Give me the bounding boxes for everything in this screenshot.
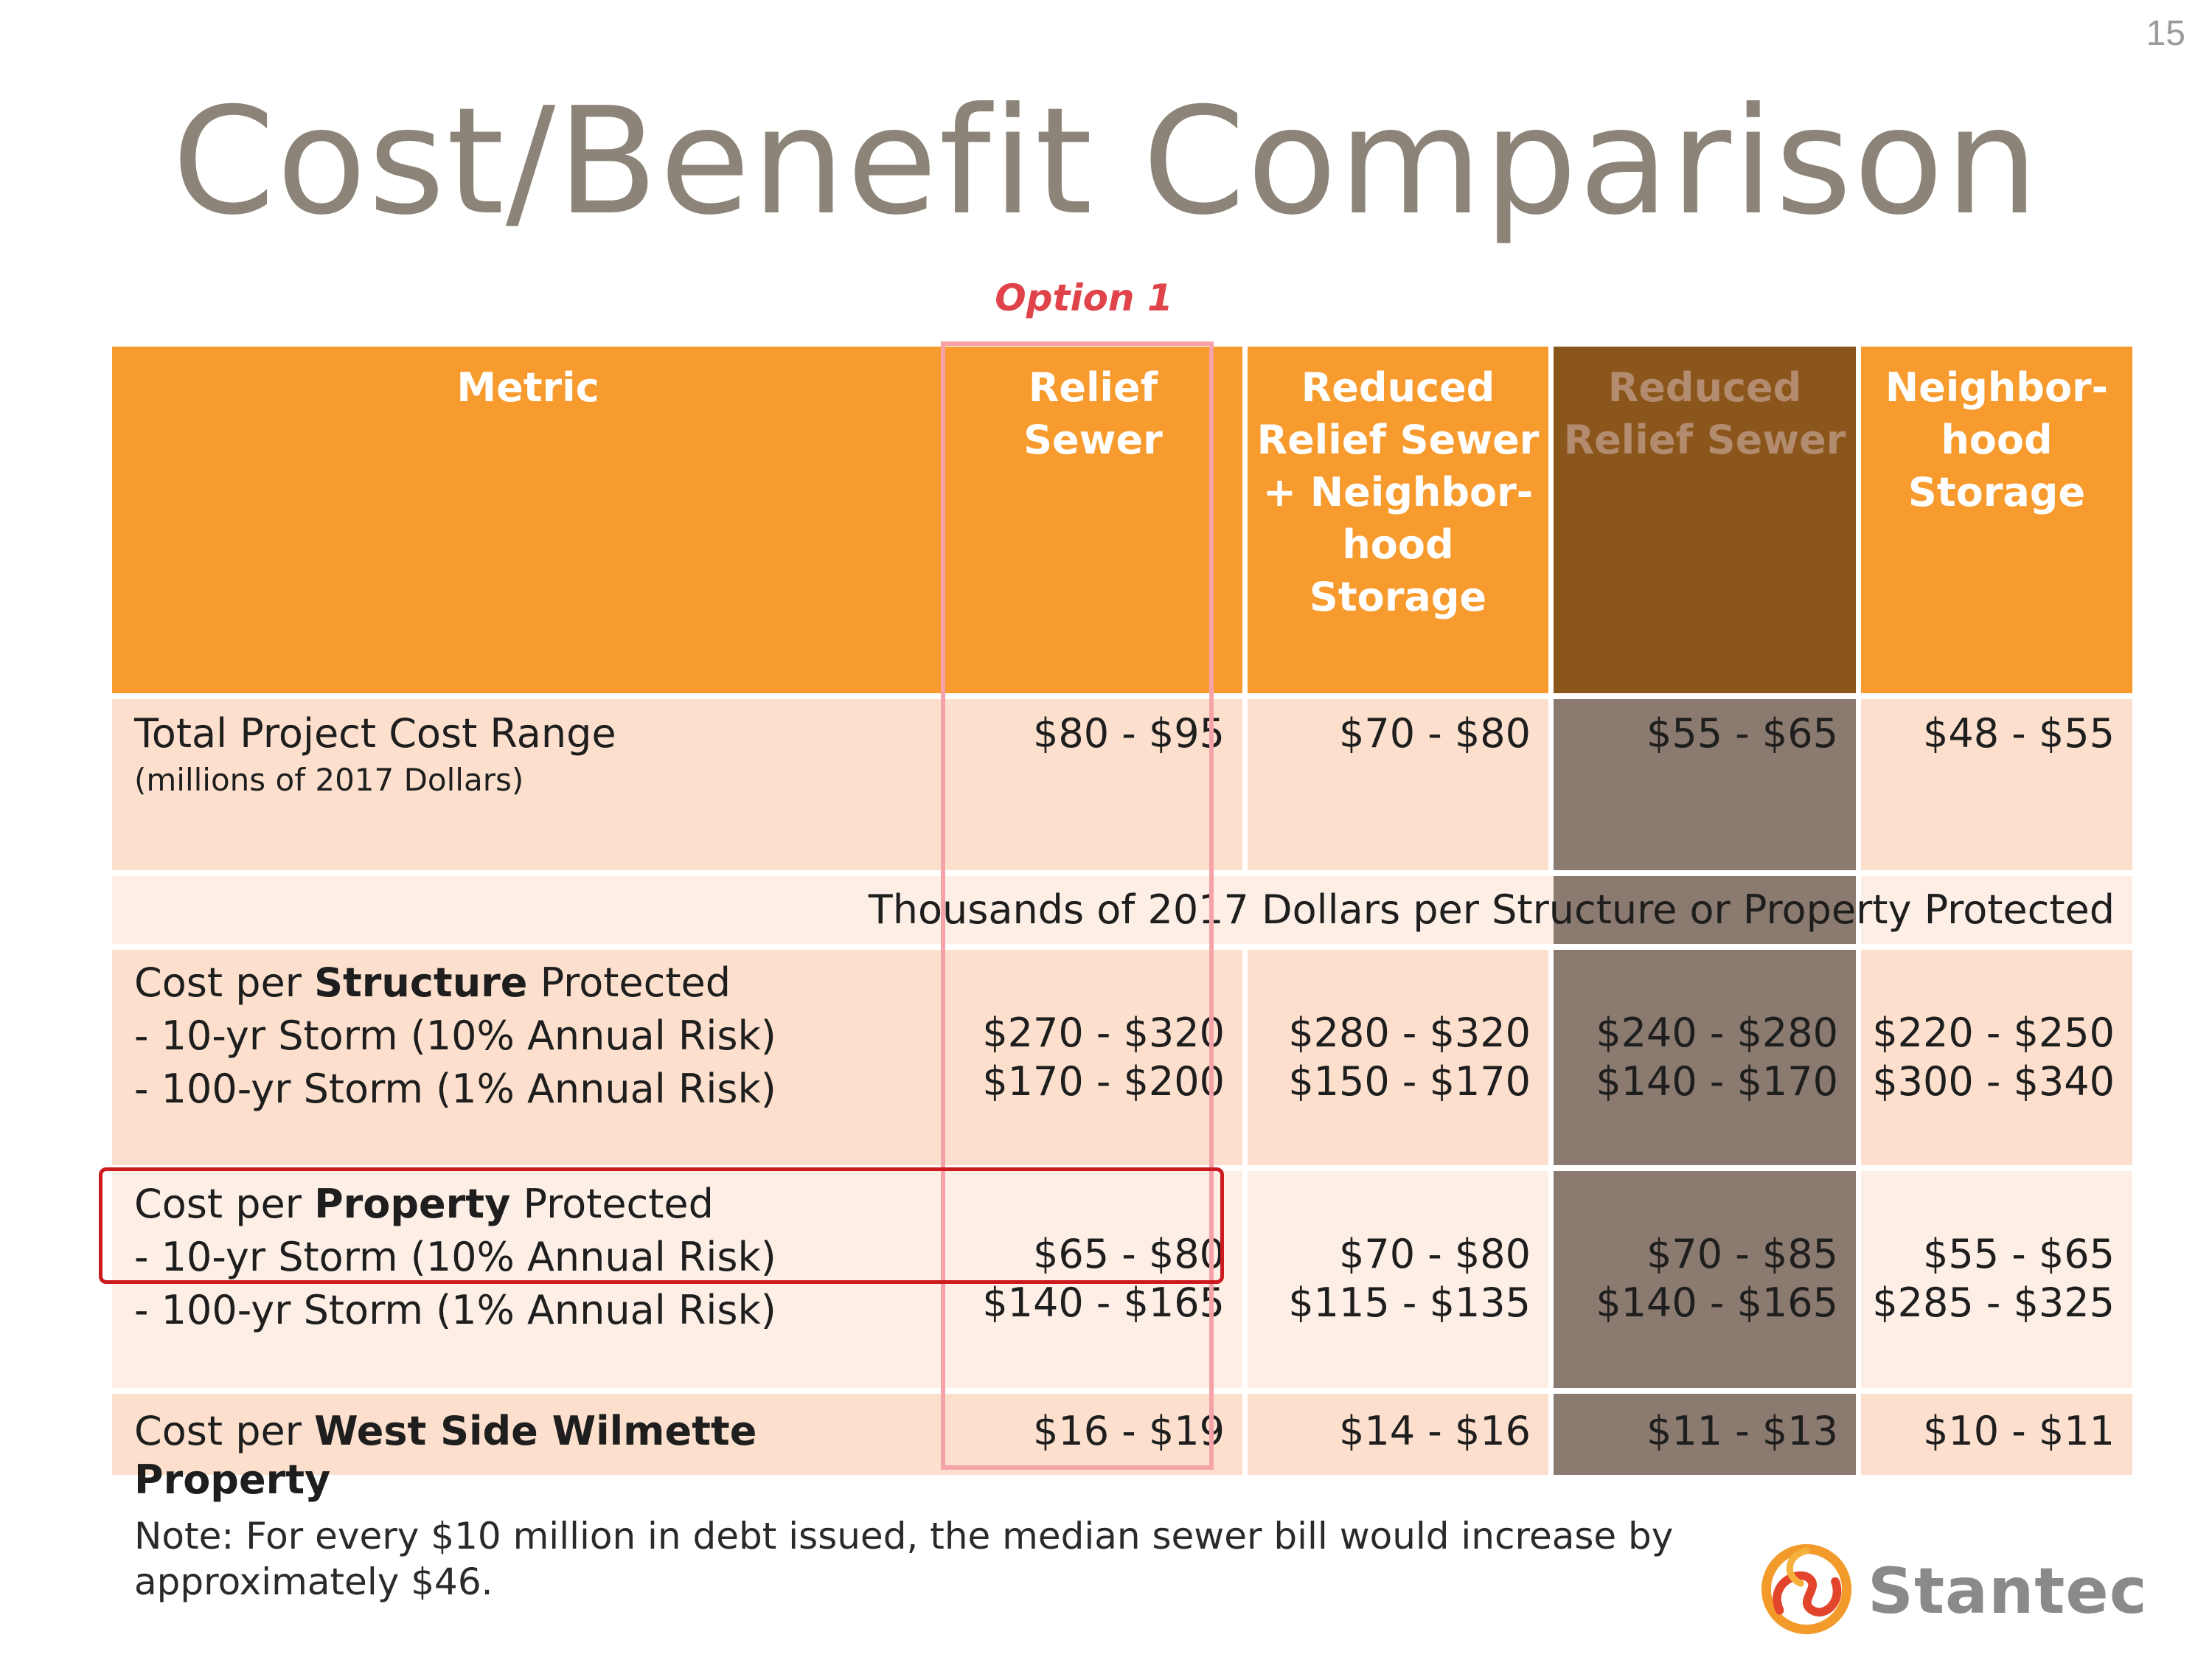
label-suffix: Protected	[527, 959, 731, 1006]
value-10yr: $220 - $250	[1872, 1010, 2115, 1056]
west-side-value: $16 - $19	[944, 1394, 1242, 1475]
header-line: Neighbor-	[1885, 364, 2109, 411]
structure-values: $270 - $320 $170 - $200	[944, 950, 1242, 1165]
label-bold: Structure	[314, 959, 528, 1006]
property-values: $65 - $80 $140 - $165	[944, 1171, 1242, 1388]
footnote-line: approximately $46.	[134, 1560, 493, 1603]
value-100yr: $115 - $135	[1288, 1279, 1531, 1326]
label-prefix: Cost per	[134, 959, 315, 1006]
total-cost-label: Total Project Cost Range (millions of 20…	[112, 699, 944, 870]
header-line: Storage	[1309, 574, 1487, 620]
total-cost-value: $70 - $80	[1248, 699, 1548, 870]
structure-10yr-label: - 10-yr Storm (10% Annual Risk)	[134, 1013, 776, 1059]
total-cost-sublabel: (millions of 2017 Dollars)	[134, 762, 524, 798]
property-title: Cost per Property Protected	[134, 1180, 944, 1229]
structure-label: Cost per Structure Protected - 10-yr Sto…	[112, 950, 944, 1165]
header-line: Relief Sewer	[1256, 417, 1540, 463]
value-10yr: $70 - $85	[1646, 1231, 1838, 1277]
header-row: Metric Relief Sewer Reduced Relief Sewer…	[112, 347, 2132, 693]
west-side-label: Cost per West Side Wilmette Property	[112, 1394, 944, 1503]
label-prefix: Cost per	[134, 1181, 315, 1227]
label-bold: Property	[314, 1181, 511, 1227]
west-side-row: Cost per West Side Wilmette Property $16…	[112, 1394, 2132, 1503]
property-values: $70 - $85 $140 - $165	[1554, 1171, 1856, 1388]
units-note: Thousands of 2017 Dollars per Structure …	[868, 886, 2115, 933]
property-label: Cost per Property Protected - 10-yr Stor…	[112, 1171, 944, 1388]
value-100yr: $140 - $165	[1596, 1279, 1838, 1326]
total-cost-value: $55 - $65	[1554, 699, 1856, 870]
structure-values: $220 - $250 $300 - $340	[1861, 950, 2132, 1165]
header-line: + Neighbor-	[1262, 469, 1534, 515]
property-100yr-label: - 100-yr Storm (1% Annual Risk)	[134, 1287, 776, 1333]
units-note-bg	[1861, 876, 2132, 944]
value-100yr: $300 - $340	[1872, 1058, 2115, 1105]
stantec-logo: Stantec	[1759, 1541, 2147, 1637]
page-number: 15	[2146, 14, 2185, 53]
header-relief-sewer: Relief Sewer	[944, 347, 1242, 693]
units-note-dark	[1554, 876, 1856, 944]
structure-row: Cost per Structure Protected - 10-yr Sto…	[112, 950, 2132, 1165]
structure-100yr-label: - 100-yr Storm (1% Annual Risk)	[134, 1066, 776, 1112]
label-suffix: Protected	[510, 1181, 714, 1227]
header-line: Relief	[1028, 364, 1158, 411]
units-note-row: Thousands of 2017 Dollars per Structure …	[112, 876, 2132, 944]
value-100yr: $140 - $170	[1596, 1058, 1838, 1105]
value-100yr: $140 - $165	[982, 1279, 1225, 1326]
property-10yr-label: - 10-yr Storm (10% Annual Risk)	[134, 1234, 776, 1280]
value-10yr: $270 - $320	[982, 1010, 1225, 1056]
header-metric: Metric	[112, 347, 944, 693]
structure-title: Cost per Structure Protected	[134, 959, 944, 1007]
value-10yr: $280 - $320	[1288, 1010, 1531, 1056]
property-values: $70 - $80 $115 - $135	[1248, 1171, 1548, 1388]
header-reduced-relief-sewer: Reduced Relief Sewer	[1554, 347, 1856, 693]
total-cost-value: $80 - $95	[944, 699, 1242, 870]
west-side-value: $11 - $13	[1554, 1394, 1856, 1475]
property-row: Cost per Property Protected - 10-yr Stor…	[112, 1171, 2132, 1388]
header-reduced-relief-sewer-storage: Reduced Relief Sewer + Neighbor- hood St…	[1248, 347, 1548, 693]
structure-values: $280 - $320 $150 - $170	[1248, 950, 1548, 1165]
header-line: hood	[1342, 521, 1454, 568]
value-10yr: $65 - $80	[1033, 1231, 1225, 1277]
header-line: Reduced	[1301, 364, 1495, 411]
value-10yr: $55 - $65	[1923, 1231, 2115, 1277]
value-100yr: $285 - $325	[1872, 1279, 2115, 1326]
stantec-logo-text: Stantec	[1868, 1555, 2148, 1628]
value-100yr: $170 - $200	[982, 1058, 1225, 1105]
total-cost-value: $48 - $55	[1861, 699, 2132, 870]
value-10yr: $240 - $280	[1596, 1010, 1838, 1056]
stantec-logo-icon	[1761, 1543, 1852, 1635]
property-values: $55 - $65 $285 - $325	[1861, 1171, 2132, 1388]
header-neighborhood-storage: Neighbor- hood Storage	[1861, 347, 2132, 693]
header-line: Storage	[1907, 469, 2086, 515]
west-side-value: $10 - $11	[1861, 1394, 2132, 1475]
west-side-value: $14 - $16	[1248, 1394, 1548, 1475]
header-line: Sewer	[1023, 417, 1163, 463]
value-100yr: $150 - $170	[1288, 1058, 1531, 1105]
value-10yr: $70 - $80	[1339, 1231, 1531, 1277]
footnote-line: Note: For every $10 million in debt issu…	[134, 1515, 1674, 1557]
header-line: Reduced	[1607, 364, 1802, 411]
total-cost-row: Total Project Cost Range (millions of 20…	[112, 699, 2132, 870]
units-note-bg	[112, 876, 1554, 944]
footnote: Note: For every $10 million in debt issu…	[134, 1513, 1683, 1605]
label-bold: West Side Wilmette Property	[134, 1408, 757, 1503]
option-label: Option 1	[995, 277, 1173, 319]
total-cost-title: Total Project Cost Range	[134, 710, 616, 757]
header-line: Relief Sewer	[1563, 417, 1846, 463]
slide-title: Cost/Benefit Comparison	[172, 76, 2040, 248]
label-prefix: Cost per	[134, 1408, 315, 1454]
header-line: Metric	[456, 364, 599, 411]
structure-values: $240 - $280 $140 - $170	[1554, 950, 1856, 1165]
header-line: hood	[1941, 417, 2053, 463]
